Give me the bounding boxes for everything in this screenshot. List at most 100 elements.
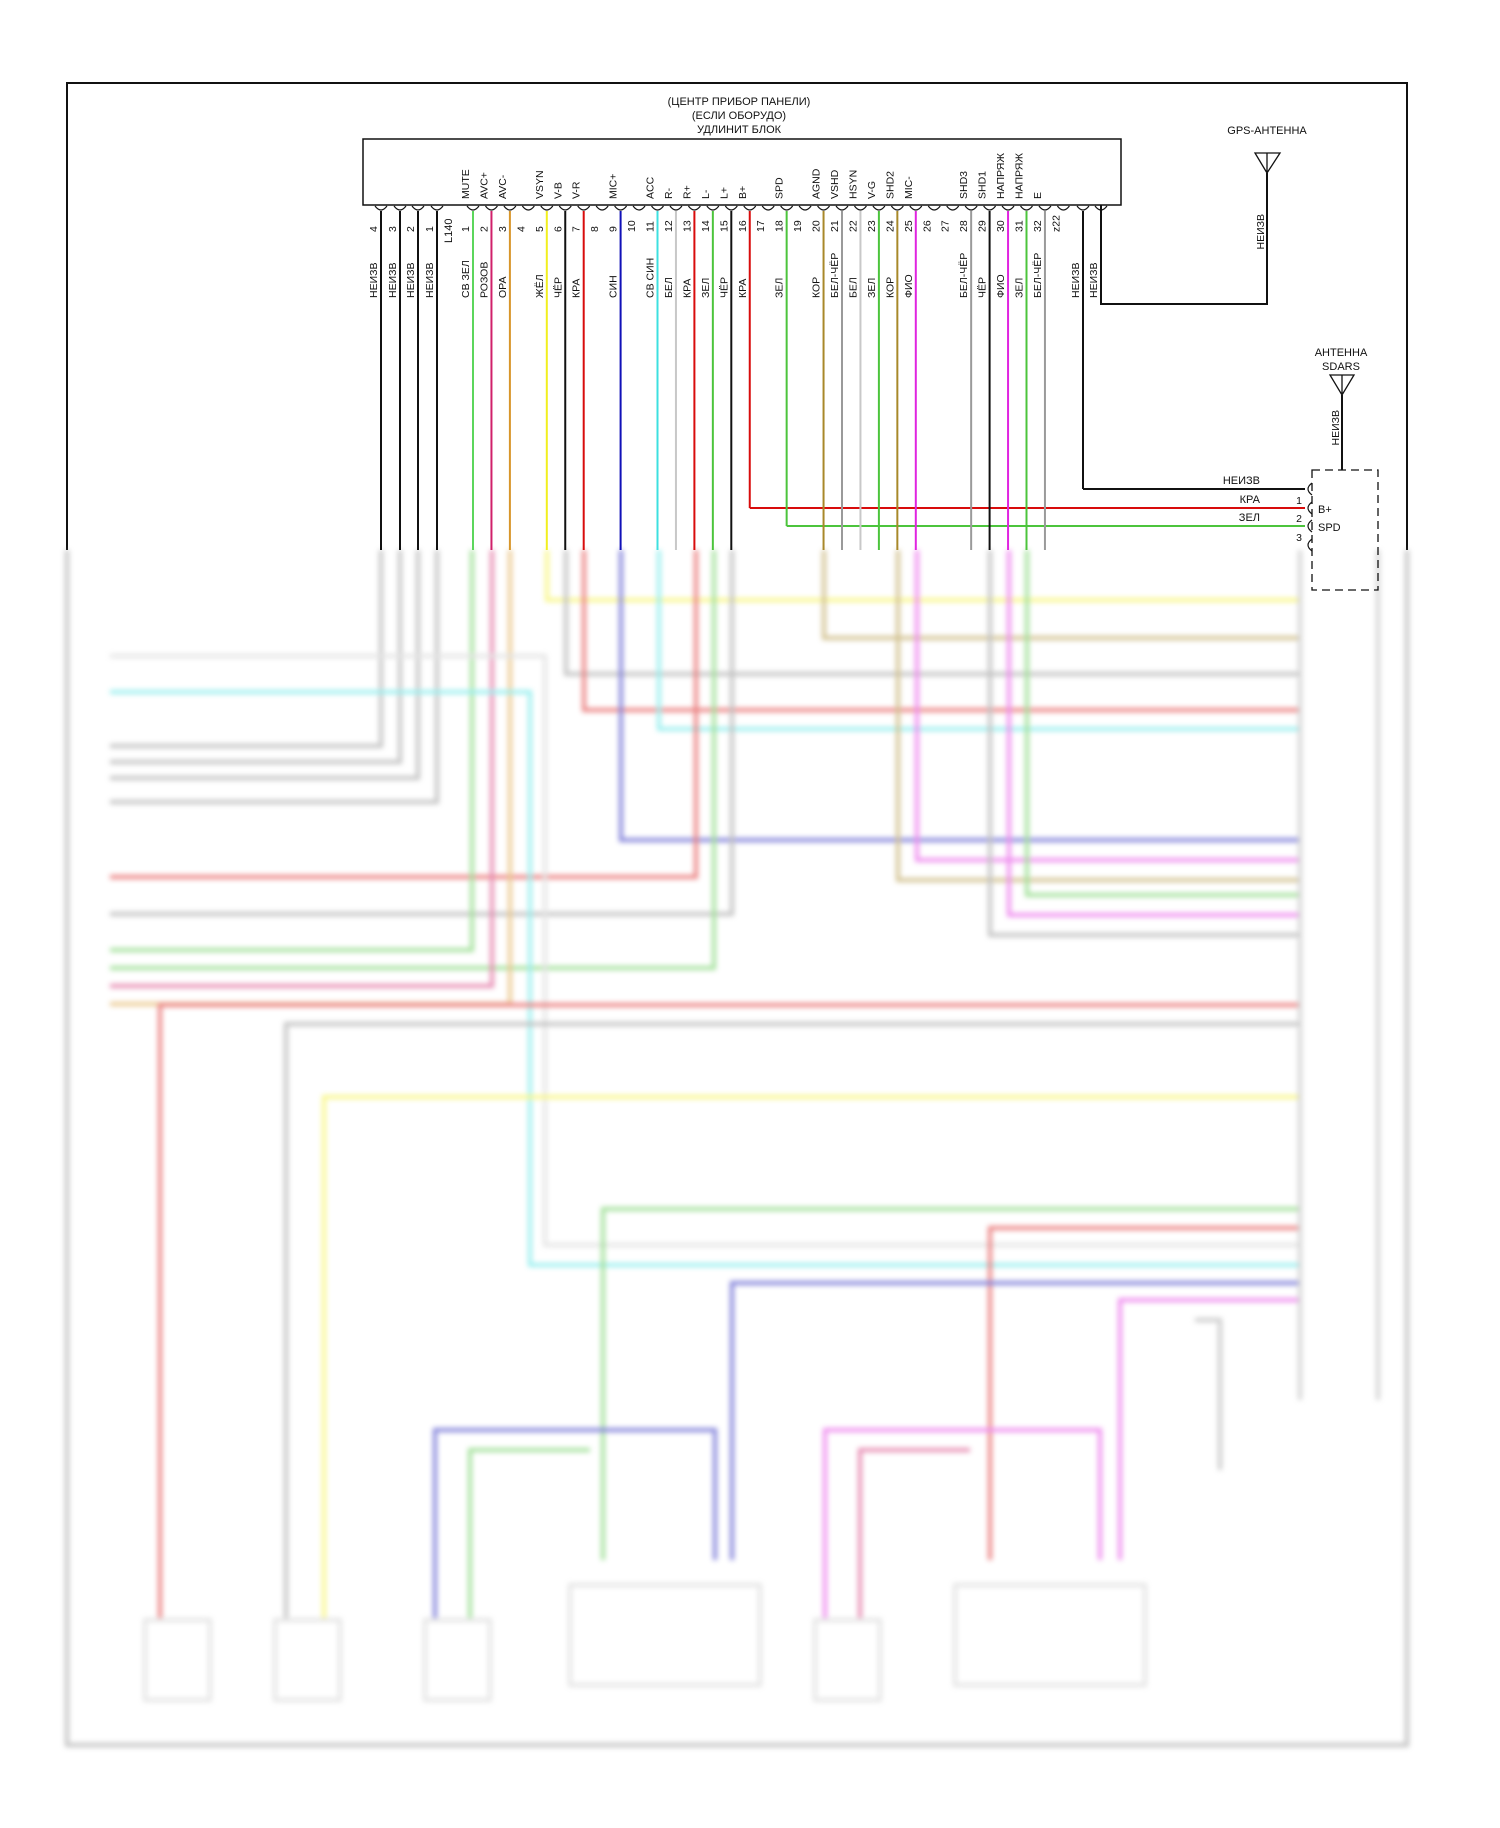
pin-signal-label: AVC+: [478, 172, 490, 199]
pin-socket-icon: [1307, 501, 1313, 515]
pin-socket-icon: [595, 205, 609, 211]
pin-number: 30: [995, 220, 1007, 232]
extra-pin: НЕИЗВ: [1070, 205, 1305, 490]
pin-socket-icon: [1020, 205, 1033, 211]
wire-color-label: ЖЁЛ: [534, 274, 546, 298]
pin-number: 22: [847, 220, 859, 232]
pin-socket-icon: [503, 205, 517, 211]
connector-pin: 19: [792, 205, 812, 232]
pin-socket-icon: [872, 205, 886, 211]
pin-number: 32: [1032, 220, 1044, 232]
pin-socket-icon: [430, 205, 444, 211]
pin-number: 19: [792, 220, 804, 232]
sdars-wire-label: НЕИЗВ: [1330, 410, 1342, 445]
pin-socket-icon: [927, 205, 941, 211]
sdars-pin: КРА 1 B+: [1240, 494, 1332, 516]
connector-pin: СВ СИН 11 ACC: [645, 176, 664, 550]
pin-signal-label: B+: [1318, 504, 1332, 516]
obscured-wire: [110, 550, 494, 988]
pin-socket-icon: [540, 205, 554, 211]
pin-number: 1: [460, 226, 472, 232]
wire-color-label: БЕЛ-ЧЁР: [958, 253, 970, 298]
unit-title-line-2: (ЕСЛИ ОБОРУДО): [692, 110, 786, 122]
pin-socket-icon: [1076, 205, 1090, 211]
connector-pin: 4: [515, 205, 535, 232]
pin-socket-icon: [1038, 205, 1052, 211]
obscured-wire: [822, 550, 1300, 640]
pin-socket-icon: [1001, 205, 1015, 211]
obscured-wire: [110, 690, 1300, 1267]
wire-color-label: КРА: [681, 279, 693, 298]
obscured-wire: [813, 1618, 882, 1702]
wire-color-label: ЗЕЛ: [1239, 512, 1260, 524]
pin-number: 27: [940, 220, 952, 232]
pin-number: 23: [866, 220, 878, 232]
wire-color-label: КРА: [571, 279, 583, 298]
left-pin: 2 НЕИЗВ: [405, 205, 425, 550]
pin-signal-label: НАПРЯЖ: [1014, 153, 1026, 199]
obscured-wire: [110, 550, 383, 748]
wire-color-label: БЕЛ-ЧЁР: [829, 253, 841, 298]
wire-color-label: ФИО: [903, 274, 915, 298]
obscured-wire: [110, 550, 439, 804]
left-pin: 4 НЕИЗВ: [368, 205, 388, 550]
obscured-wire: [988, 550, 1300, 937]
left-pin: 1 НЕИЗВ: [424, 205, 444, 550]
obscured-wire: [858, 1448, 970, 1620]
pin-number: 17: [755, 220, 767, 232]
obscured-wire: [110, 550, 734, 916]
pin-number: 7: [571, 226, 583, 232]
wire-color-label: КРА: [737, 279, 749, 298]
connector-pin: 27: [940, 205, 960, 232]
wire-color-label: ЧЁР: [718, 277, 730, 298]
obscured-wire: [110, 550, 716, 970]
pin-number: 3: [387, 226, 399, 232]
connector-pin: ЧЁР 6 V-B: [552, 182, 572, 550]
connector-pin: БЕЛ-ЧЁР 28 SHD3: [958, 171, 978, 550]
pin-socket-icon: [964, 205, 978, 211]
pin-socket-icon: [374, 205, 388, 211]
connector-pin: КРА 16 B+: [737, 186, 1305, 509]
wire-color-label: РОЗОВ: [478, 262, 490, 298]
obscured-wire: [730, 1281, 1300, 1560]
gps-antenna-label: GPS-АНТЕННА: [1227, 125, 1307, 137]
pin-number: 2: [478, 226, 490, 232]
pin-signal-label: E: [1032, 192, 1044, 199]
sdars-pin: 3: [1296, 532, 1313, 552]
obscured-wire: [657, 550, 1300, 731]
wire-color-label: НЕИЗВ: [1088, 263, 1100, 298]
wire-color-label: НЕИЗВ: [424, 263, 436, 298]
gps-antenna-icon: [1253, 152, 1282, 175]
obscured-wire: [110, 550, 420, 780]
gps-wire-label: НЕИЗВ: [1255, 214, 1267, 249]
obscured-wire: [988, 1226, 1300, 1560]
pin-signal-label: MUTE: [460, 169, 472, 199]
pin-socket-icon: [853, 205, 867, 211]
pin-socket-icon: [411, 205, 425, 211]
pin-signal-label: R-: [663, 187, 675, 199]
pin-number: 6: [552, 226, 564, 232]
pin-number: 5: [534, 226, 546, 232]
wire-color-label: СВ ЗЕЛ: [460, 260, 472, 298]
wire-color-label: ЗЕЛ: [1014, 278, 1026, 298]
pin-number: 1: [424, 226, 436, 232]
sdars-connector-box: [1311, 469, 1379, 591]
pin-signal-label: SHD2: [884, 171, 896, 199]
connector-pin: ЧЁР 15 L+: [718, 187, 738, 550]
connector-pin: ЗЕЛ 23 V-G: [866, 181, 886, 550]
connector-pin: 10: [626, 205, 646, 232]
obscured-wire: [896, 550, 1300, 882]
pin-number: 25: [903, 220, 915, 232]
pin-number: 16: [737, 220, 749, 232]
pin-socket-icon: [909, 205, 923, 211]
pin-number: 24: [884, 220, 896, 232]
pin-socket-icon: [614, 205, 628, 211]
connector-pin: РОЗОВ 2 AVC+: [478, 172, 498, 550]
obscured-wire: [284, 1022, 1300, 1620]
obscured-wire: [110, 654, 1300, 1247]
sdars-label-line-2: SDARS: [1322, 361, 1360, 373]
wire-color-label: ЧЁР: [977, 277, 989, 298]
connector-pin: БЕЛ 22 HSYN: [847, 170, 867, 550]
pin-signal-label: R+: [681, 185, 693, 199]
